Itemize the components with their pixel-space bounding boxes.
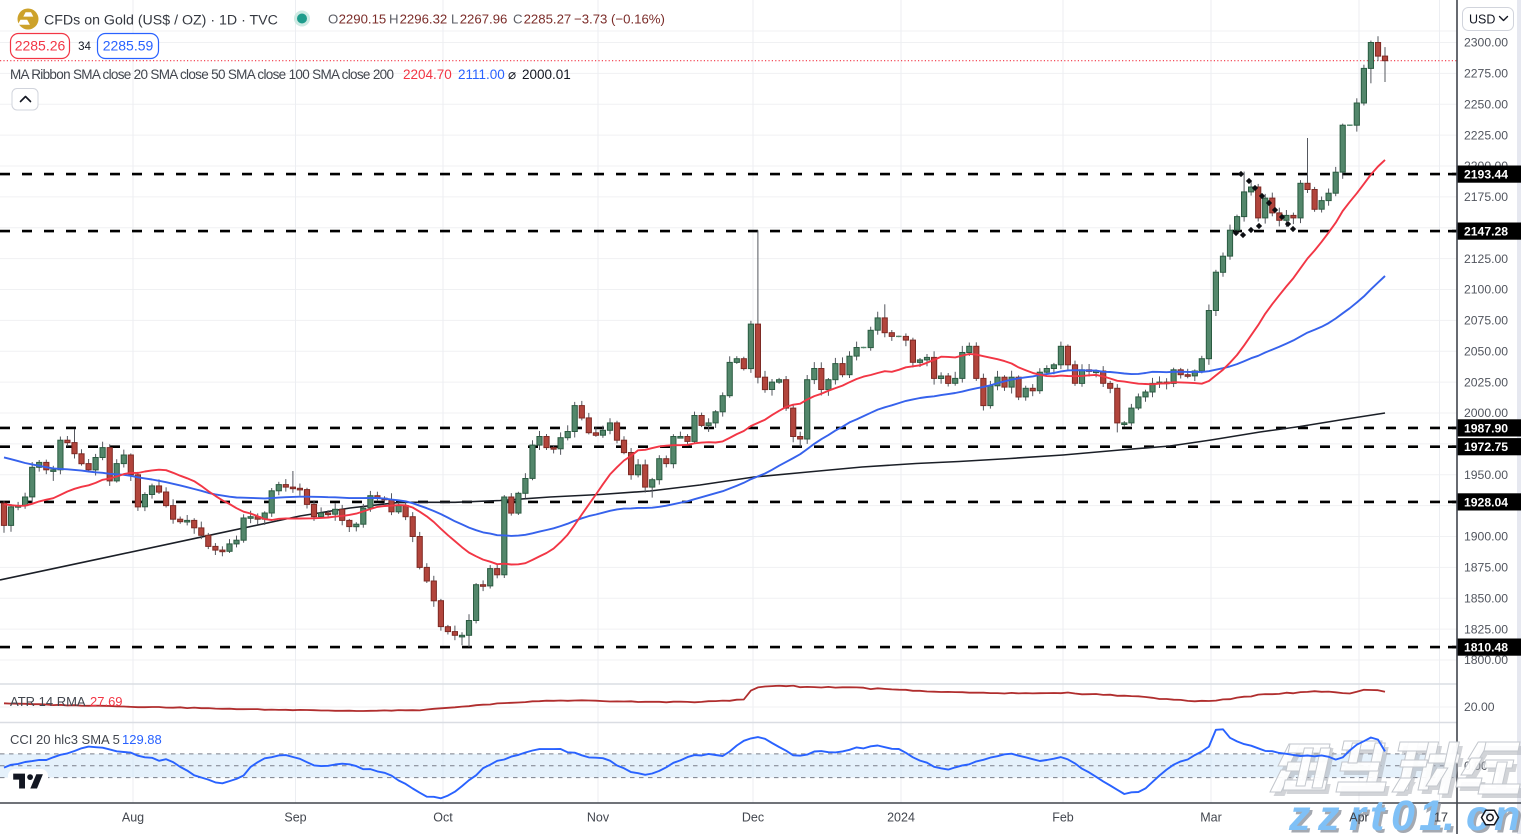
svg-text:27.69: 27.69 [90, 694, 123, 709]
svg-text:1928.04: 1928.04 [1464, 495, 1508, 509]
svg-text:2285.59: 2285.59 [103, 38, 154, 54]
svg-text:CFDs on Gold (US$ / OZ) · 1D ·: CFDs on Gold (US$ / OZ) · 1D · TVC [44, 13, 278, 29]
svg-text:129.88: 129.88 [122, 732, 162, 747]
svg-text:2290.15: 2290.15 [339, 12, 387, 27]
svg-text:CCI 20 hlc3 SMA 5: CCI 20 hlc3 SMA 5 [10, 732, 120, 747]
svg-text:2050.00: 2050.00 [1464, 344, 1508, 358]
svg-text:USD: USD [1469, 13, 1495, 27]
svg-text:2204.70: 2204.70 [403, 67, 452, 82]
svg-text:2000.01: 2000.01 [522, 67, 571, 82]
svg-text:2147.28: 2147.28 [1464, 225, 1508, 239]
svg-text:2100.00: 2100.00 [1464, 283, 1508, 297]
svg-text:Feb: Feb [1052, 811, 1074, 825]
svg-text:t: t [1370, 792, 1386, 834]
svg-text:2250.00: 2250.00 [1464, 98, 1508, 112]
svg-text:2175.00: 2175.00 [1464, 190, 1508, 204]
svg-text:H: H [389, 12, 399, 27]
svg-text:MA Ribbon SMA close 20 SMA clo: MA Ribbon SMA close 20 SMA close 50 SMA … [10, 67, 394, 82]
svg-text:2193.44: 2193.44 [1464, 168, 1508, 182]
svg-text:2275.00: 2275.00 [1464, 67, 1508, 81]
svg-text:ATR 14 RMA: ATR 14 RMA [10, 694, 86, 709]
svg-text:2000.00: 2000.00 [1464, 406, 1508, 420]
svg-text:Apr: Apr [1349, 811, 1368, 825]
svg-text:1972.75: 1972.75 [1464, 440, 1508, 454]
svg-text:n: n [1494, 792, 1520, 834]
svg-text:2125.00: 2125.00 [1464, 252, 1508, 266]
svg-text:−3.73 (−0.16%): −3.73 (−0.16%) [574, 12, 665, 27]
svg-text:C: C [513, 12, 523, 27]
svg-text:1987.90: 1987.90 [1464, 421, 1508, 435]
svg-text:O: O [328, 12, 338, 27]
svg-text:Dec: Dec [742, 811, 764, 825]
svg-text:Aug: Aug [122, 811, 144, 825]
svg-text:2024: 2024 [887, 811, 915, 825]
svg-text:1825.00: 1825.00 [1464, 622, 1508, 636]
svg-text:1810.48: 1810.48 [1464, 641, 1508, 655]
svg-text:⌀: ⌀ [508, 67, 516, 82]
svg-text:2296.32: 2296.32 [400, 12, 448, 27]
svg-text:2285.27: 2285.27 [524, 12, 572, 27]
svg-text:2285.26: 2285.26 [15, 38, 66, 54]
svg-text:L: L [451, 12, 458, 27]
svg-text:2300.00: 2300.00 [1464, 36, 1508, 50]
svg-text:1950.00: 1950.00 [1464, 468, 1508, 482]
svg-text:2075.00: 2075.00 [1464, 314, 1508, 328]
svg-text:1850.00: 1850.00 [1464, 592, 1508, 606]
svg-text:1900.00: 1900.00 [1464, 530, 1508, 544]
svg-text:2225.00: 2225.00 [1464, 128, 1508, 142]
svg-text:0: 0 [1391, 792, 1415, 834]
svg-text:Nov: Nov [587, 811, 610, 825]
svg-text:2025.00: 2025.00 [1464, 375, 1508, 389]
svg-text:z: z [1288, 792, 1311, 834]
svg-text:2267.96: 2267.96 [460, 12, 508, 27]
svg-text:z: z [1317, 792, 1340, 834]
svg-text:2111.00: 2111.00 [458, 67, 505, 82]
svg-text:Sep: Sep [284, 811, 306, 825]
svg-text:Oct: Oct [433, 811, 453, 825]
svg-text:Mar: Mar [1200, 811, 1222, 825]
svg-text:17: 17 [1434, 811, 1448, 825]
svg-text:1875.00: 1875.00 [1464, 561, 1508, 575]
svg-text:20.00: 20.00 [1464, 700, 1495, 714]
svg-text:34: 34 [78, 41, 91, 53]
